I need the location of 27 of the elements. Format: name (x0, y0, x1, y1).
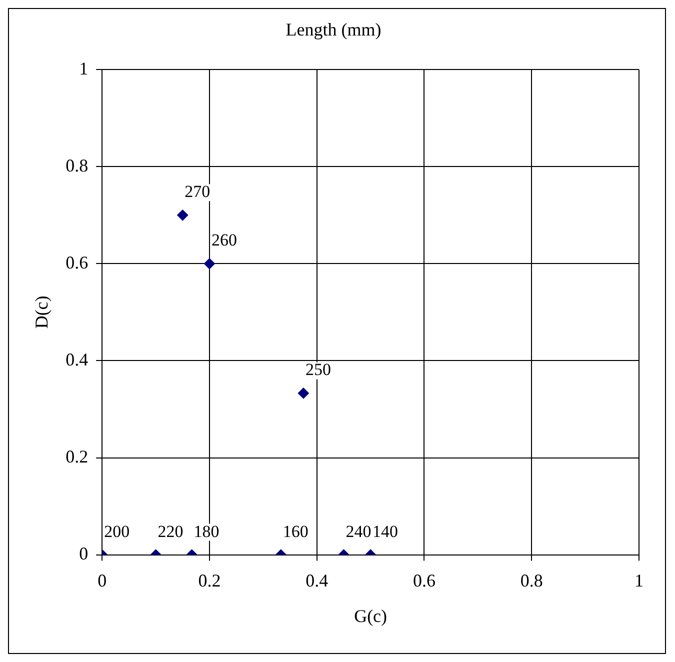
y-tick-label: 0 (79, 544, 88, 564)
y-tick-label: 0.8 (66, 155, 88, 176)
x-tick-label: 0.6 (412, 570, 436, 590)
y-tick-label: 0.6 (66, 252, 88, 272)
annotation: 160 (282, 522, 308, 541)
annotation: 240 (346, 522, 372, 541)
x-tick-label: 0.2 (198, 570, 221, 590)
annotation: 220 (158, 522, 184, 541)
annotation: 200 (104, 522, 130, 541)
x-tick-label: 1 (634, 570, 644, 590)
annotation: 270 (184, 182, 210, 202)
x-tick-label: 0.4 (306, 570, 328, 590)
x-tick-label: 0 (98, 570, 107, 590)
x-axis-title: G(c) (354, 606, 388, 626)
point (204, 258, 215, 270)
annotation: 250 (305, 360, 331, 380)
chart-title: Length (mm) (286, 20, 382, 40)
point (298, 388, 309, 399)
y-tick-label: 1 (79, 58, 88, 78)
annotation: 180 (194, 522, 220, 541)
y-axis-title: D(c) (32, 296, 52, 329)
annotation: 140 (372, 522, 398, 541)
x-tick-label: 0.8 (520, 570, 543, 590)
y-tick-label: 0.4 (66, 349, 88, 370)
annotation: 260 (211, 230, 237, 250)
y-tick-label: 0.2 (66, 446, 88, 466)
point (177, 210, 188, 221)
